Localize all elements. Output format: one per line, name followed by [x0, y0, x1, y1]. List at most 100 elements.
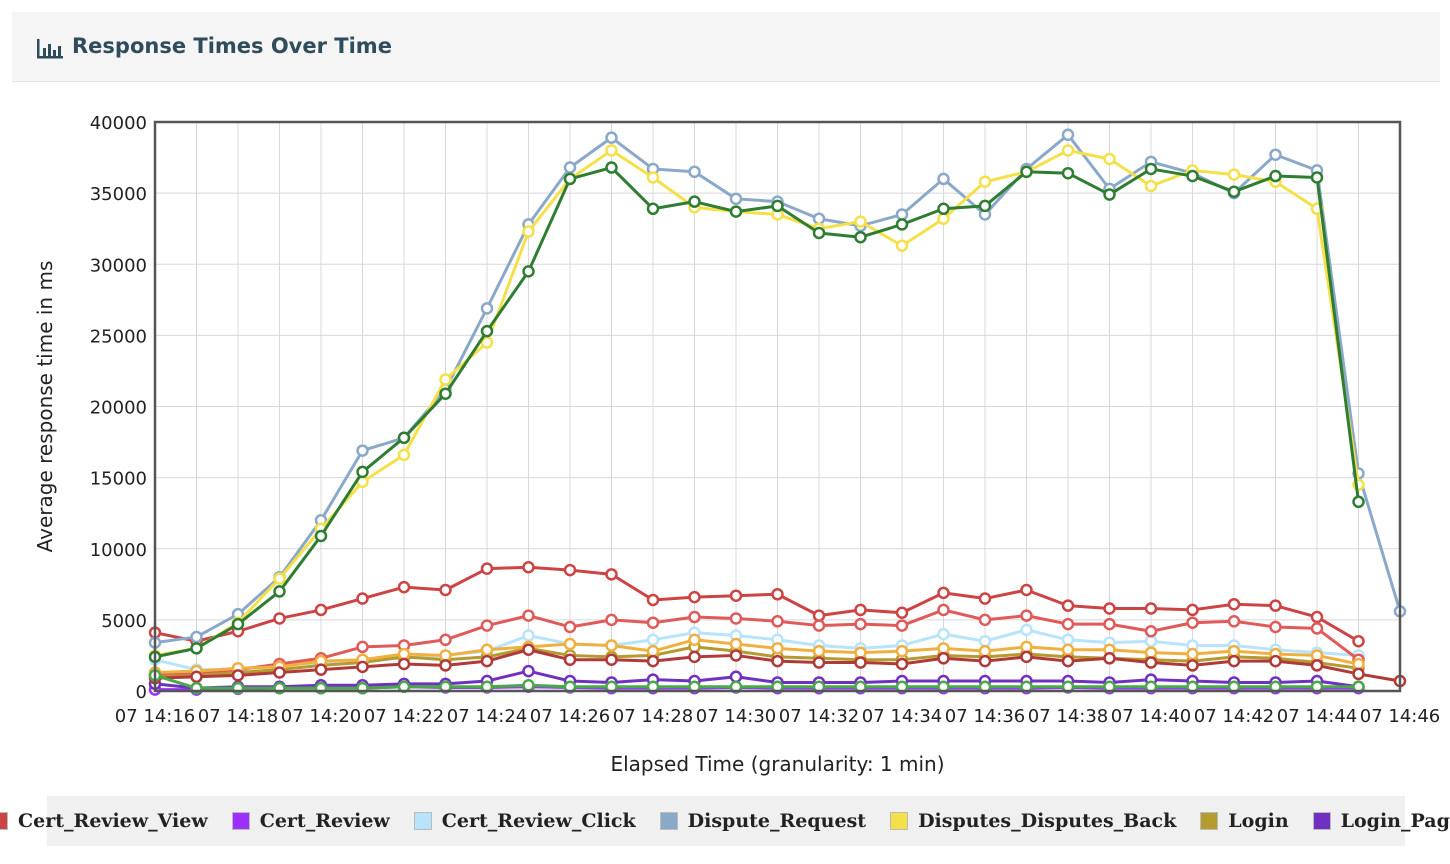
series-line-0 [154, 565, 1360, 643]
legend-item[interactable]: Cert_Review_View [0, 810, 208, 832]
data-point [1352, 657, 1365, 671]
data-point [605, 161, 618, 174]
legend-item[interactable]: Dispute_Request [659, 810, 866, 832]
panel-heading: Response Times Over Time [12, 12, 1440, 82]
data-point [1103, 188, 1116, 201]
data-point [729, 612, 743, 625]
data-point [937, 627, 950, 641]
x-axis-title: Elapsed Time (granularity: 1 min) [610, 752, 944, 776]
data-point [1227, 597, 1241, 611]
data-point [978, 634, 992, 648]
data-point [605, 653, 618, 666]
data-point [729, 205, 743, 218]
data-point [1269, 654, 1282, 668]
data-point [1227, 185, 1241, 198]
data-point [314, 663, 328, 676]
y-axis-title: Average response time in ms [33, 261, 57, 553]
data-point [729, 637, 743, 651]
data-point [1061, 599, 1075, 612]
data-point [895, 208, 909, 221]
data-point [273, 572, 286, 585]
data-point [522, 560, 535, 574]
data-point [895, 619, 909, 632]
data-point [646, 633, 660, 647]
legend-item[interactable]: Cert_Review_Click [413, 810, 636, 832]
data-point [231, 617, 245, 631]
data-point [895, 606, 909, 620]
series-line-7 [154, 608, 1360, 676]
data-point [1144, 634, 1158, 648]
data-point [729, 589, 743, 602]
data-point [480, 654, 494, 668]
data-point [1103, 617, 1116, 631]
data-point [480, 302, 494, 315]
data-point [978, 175, 992, 188]
x-tick-label: 07 14:32 [779, 706, 860, 727]
x-tick-label: 07 14:26 [530, 706, 611, 727]
data-point [1061, 144, 1075, 157]
data-point [439, 373, 452, 386]
data-point [688, 195, 701, 208]
data-point [1227, 644, 1241, 658]
data-point [1310, 622, 1324, 635]
data-point [563, 161, 577, 174]
data-point [978, 199, 992, 213]
data-point [397, 580, 411, 594]
data-point [1352, 634, 1365, 648]
data-point [646, 654, 660, 668]
y-tick-label: 25000 [90, 326, 147, 347]
data-point [1061, 643, 1075, 656]
data-point [480, 336, 494, 349]
data-point [895, 644, 909, 658]
data-point [1269, 599, 1282, 612]
data-point [397, 448, 411, 462]
data-point [439, 583, 452, 597]
legend-item[interactable]: Login [1200, 810, 1289, 832]
data-point [1144, 625, 1158, 638]
data-point [812, 609, 826, 622]
data-point [812, 212, 826, 225]
data-point [688, 610, 701, 624]
legend-swatch [1200, 812, 1219, 830]
legend-swatch [231, 812, 250, 830]
data-point [729, 649, 743, 662]
data-point [771, 615, 784, 628]
data-point [1186, 616, 1199, 629]
legend-swatch [659, 812, 678, 830]
legend-label: Disputes_Disputes_Back [918, 810, 1177, 832]
data-point [854, 646, 867, 659]
legend-swatch [1312, 812, 1331, 830]
y-tick-label: 10000 [90, 540, 147, 561]
data-point [812, 619, 826, 632]
y-tick-label: 40000 [90, 113, 147, 134]
series-line-4 [154, 148, 1360, 657]
data-point [605, 568, 618, 581]
data-point [356, 465, 369, 479]
data-point [646, 202, 660, 216]
data-point [273, 612, 286, 625]
page-title: Response Times Over Time [72, 34, 392, 58]
data-point [1061, 128, 1075, 142]
data-point [1144, 179, 1158, 193]
legend-label: Cert_Review_Click [441, 810, 636, 832]
data-point [1020, 623, 1033, 637]
x-tick-label: 07 14:22 [364, 706, 445, 727]
data-point [273, 585, 286, 598]
data-point [895, 657, 909, 671]
x-tick-label: 07 14:30 [696, 706, 777, 727]
legend-item[interactable]: Cert_Review [231, 810, 390, 832]
legend-item[interactable]: Login_Page [1312, 810, 1450, 832]
data-point [1103, 152, 1116, 166]
legend-item[interactable]: Disputes_Disputes_Back [890, 810, 1176, 832]
data-point [397, 647, 411, 661]
data-point [646, 616, 660, 629]
data-point [978, 644, 992, 658]
data-point [937, 652, 950, 665]
x-tick-label: 07 14:44 [1277, 706, 1358, 727]
legend-label: Login_Page [1340, 810, 1450, 832]
y-tick-label: 35000 [90, 184, 147, 205]
data-point [895, 239, 909, 253]
data-point [1310, 171, 1324, 184]
data-point [812, 226, 826, 240]
